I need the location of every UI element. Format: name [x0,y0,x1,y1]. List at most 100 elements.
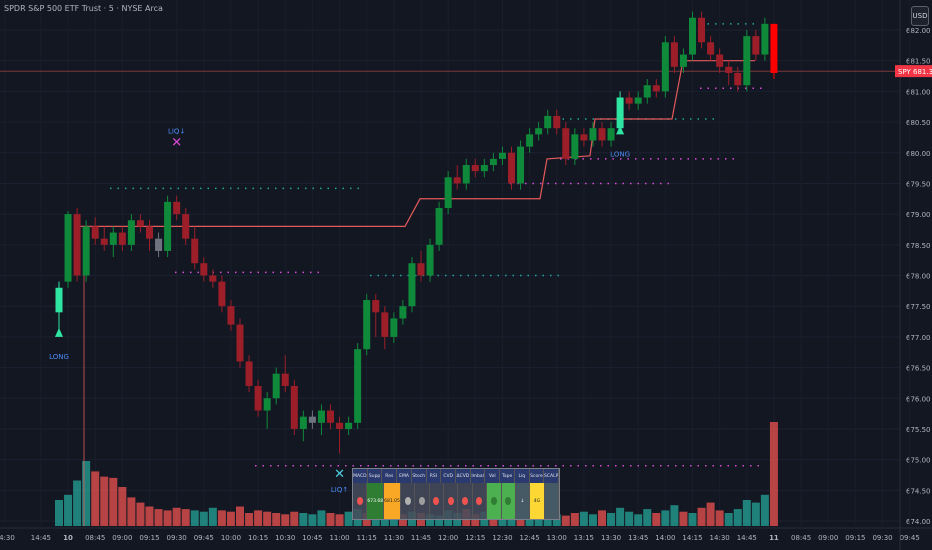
candle-body [498,152,506,159]
long-arrow [55,327,63,337]
volume-bar [661,510,670,526]
y-tick-label: 676.00 [906,395,931,403]
indicator-cell: 4G [530,483,545,519]
status-dot [356,497,363,505]
volume-bar [299,513,308,526]
volume-bar [263,511,272,526]
indicator-cell [444,483,459,519]
volume-bar [344,511,353,526]
volume-bar [670,505,679,526]
volume-bar [760,494,769,526]
status-dot [490,497,497,505]
volume-bar [489,515,498,526]
candle-body [363,300,371,350]
indicator-cell [415,483,430,519]
candle-body [236,324,244,362]
candle-body [517,146,525,184]
volume-bar [371,514,380,526]
volume-bar [100,476,109,526]
candle-body [471,165,479,172]
candle-body [553,115,561,129]
candle-body [254,385,262,411]
candle-body [734,72,742,86]
candle-body [770,23,778,73]
volume-bar [236,506,244,526]
volume-bar [697,507,706,526]
x-tick-label: 09:15 [139,534,159,542]
candle-body [327,410,334,423]
x-tick-label: 14:00 [655,534,675,542]
x-tick-label: 10 [63,534,73,542]
indicator-header: MACD [353,469,368,483]
candle-body [761,23,769,55]
candle-body [164,201,172,251]
indicator-header: Supp [368,469,383,483]
volume-bar [398,514,407,526]
volume-bar [625,511,634,526]
x-tick-label: 10:15 [248,534,268,542]
volume-bar [154,509,163,526]
status-dot [462,497,469,505]
long-arrow [616,125,625,135]
x-tick-label: 09:30 [167,534,187,542]
candle-body [426,244,434,276]
status-dot [418,497,425,505]
candle-body [544,115,552,129]
indicator-header: CVD [441,469,457,483]
x-tick-label: 10:30 [275,534,295,542]
y-tick-label: 680.50 [906,119,931,127]
x-tick-label: 13:00 [547,534,567,542]
candle-body [155,238,163,251]
indicator-cell: 681.05 [384,483,401,519]
volume-bar [570,513,579,526]
indicator-header: Score [530,469,545,483]
candle-body [652,85,660,92]
volume-bar [208,507,217,526]
candle-body [444,177,452,208]
liq-signal-label: LIQ↓ [168,128,185,136]
symbol-title: SPDR S&P 500 ETF Trust · 5 · NYSE Arca [4,4,163,13]
status-dot [447,497,454,505]
indicator-cell [401,483,416,519]
x-tick-label: 14:45 [31,534,51,542]
candle-body [598,128,606,141]
y-tick-label: 675.00 [906,457,931,465]
candle-body [571,134,579,159]
volume-bar [190,510,199,526]
candle-body [308,416,316,423]
y-tick-label: 679.00 [906,211,931,219]
x-tick-label: 13:30 [601,534,621,542]
volume-bar [82,461,91,526]
y-tick-label: 682.00 [906,27,931,35]
candle-body [417,263,425,276]
x-tick-label: 11:15 [357,534,377,542]
candle-body [634,97,642,104]
price-tag-symbol: SPY [898,68,912,76]
candle-body [435,207,443,245]
candle-body [580,134,588,141]
indicator-cell [353,483,368,519]
candle-body [272,373,280,399]
currency-button[interactable]: USD [911,6,929,26]
y-tick-label: 681.00 [906,88,931,96]
candle-body [661,42,669,92]
candle-body [100,238,108,245]
x-tick-label: 11:45 [411,534,431,542]
indicator-cell [430,483,444,519]
status-dot [404,497,411,505]
status-dot [433,497,440,505]
candle-body [136,220,144,227]
indicator-header: Res [382,469,398,483]
volume-bar [516,514,525,526]
volume-bar [588,514,597,526]
volume-bar [91,471,100,526]
candle-body [408,263,416,307]
candle-body [290,385,298,429]
candle-body [73,214,81,276]
candle-body [589,128,597,141]
indicator-cell: 673.68 [367,483,385,519]
candle-body [218,281,226,307]
volume-bar [598,510,606,526]
x-tick-label: 08:45 [85,534,105,542]
